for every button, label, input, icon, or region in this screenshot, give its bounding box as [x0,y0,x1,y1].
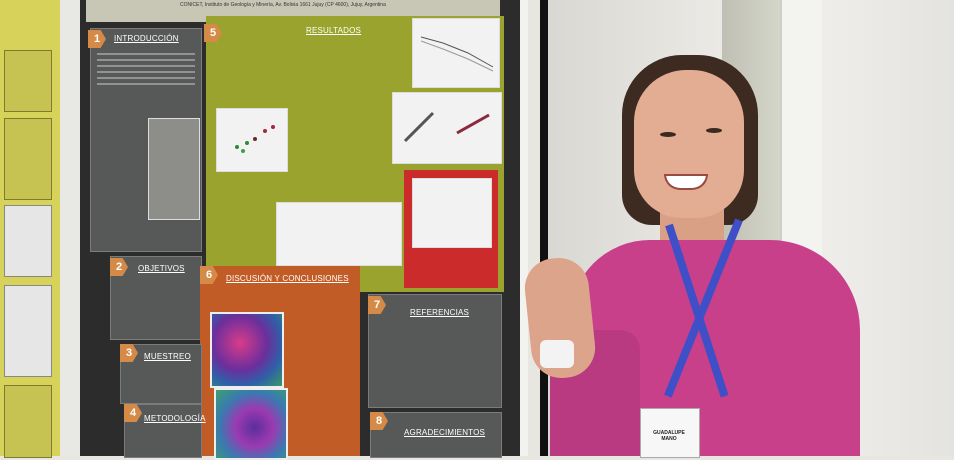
section-number: 4 [124,404,142,422]
section-title: INTRODUCCIÓN [114,34,179,43]
section-title: RESULTADOS [306,26,362,35]
person-cuff [540,340,574,368]
left-poster-figure [4,285,52,377]
section-metodologia [124,404,202,458]
left-poster-block [4,118,52,200]
discusion-map-bottom [214,388,288,460]
section-title: MUESTREO [144,352,191,361]
section-number: 7 [368,296,386,314]
section-muestreo [120,344,202,404]
scatter-pair-graphic [403,111,490,143]
section-number: 2 [110,258,128,276]
person-eye [660,132,676,137]
resultados-double-plot [276,202,402,266]
scatter-graphic [235,125,275,153]
poster-board-frame [60,0,82,456]
section-referencias [368,294,502,408]
section-number: 6 [200,266,218,284]
section-title: DISCUSIÓN Y CONCLUSIONES [226,274,349,283]
section-title: REFERENCIAS [410,308,470,317]
section-agradecimientos [370,412,502,458]
badge-name: GUADALUPE MANO [653,430,685,442]
section-title: OBJETIVOS [138,264,185,273]
resultados-highlight-box [404,170,498,288]
left-poster-block [4,50,52,112]
left-poster-block [4,385,52,458]
poster-board-edge [540,0,548,456]
resultados-line-plot [412,18,500,88]
section-number: 8 [370,412,388,430]
discusion-map-top [210,312,284,388]
resultados-scatter-pair [392,92,502,164]
section-number: 5 [204,24,222,42]
person-eye [706,128,722,133]
poster-affiliation: CONICET, Instituto de Geología y Minería… [180,2,386,8]
section-title: METODOLOGÍA [144,414,206,423]
name-badge [640,408,700,458]
highlight-scatter-plot [412,178,492,248]
section-number: 1 [88,30,106,48]
left-poster-figure [4,205,52,277]
line-plot-graphic [420,36,494,72]
section-number: 3 [120,344,138,362]
section-title: AGRADECIMIENTOS [404,428,486,437]
person-face [634,70,744,218]
introduccion-map [148,118,200,220]
resultados-scatter-plot [216,108,288,172]
